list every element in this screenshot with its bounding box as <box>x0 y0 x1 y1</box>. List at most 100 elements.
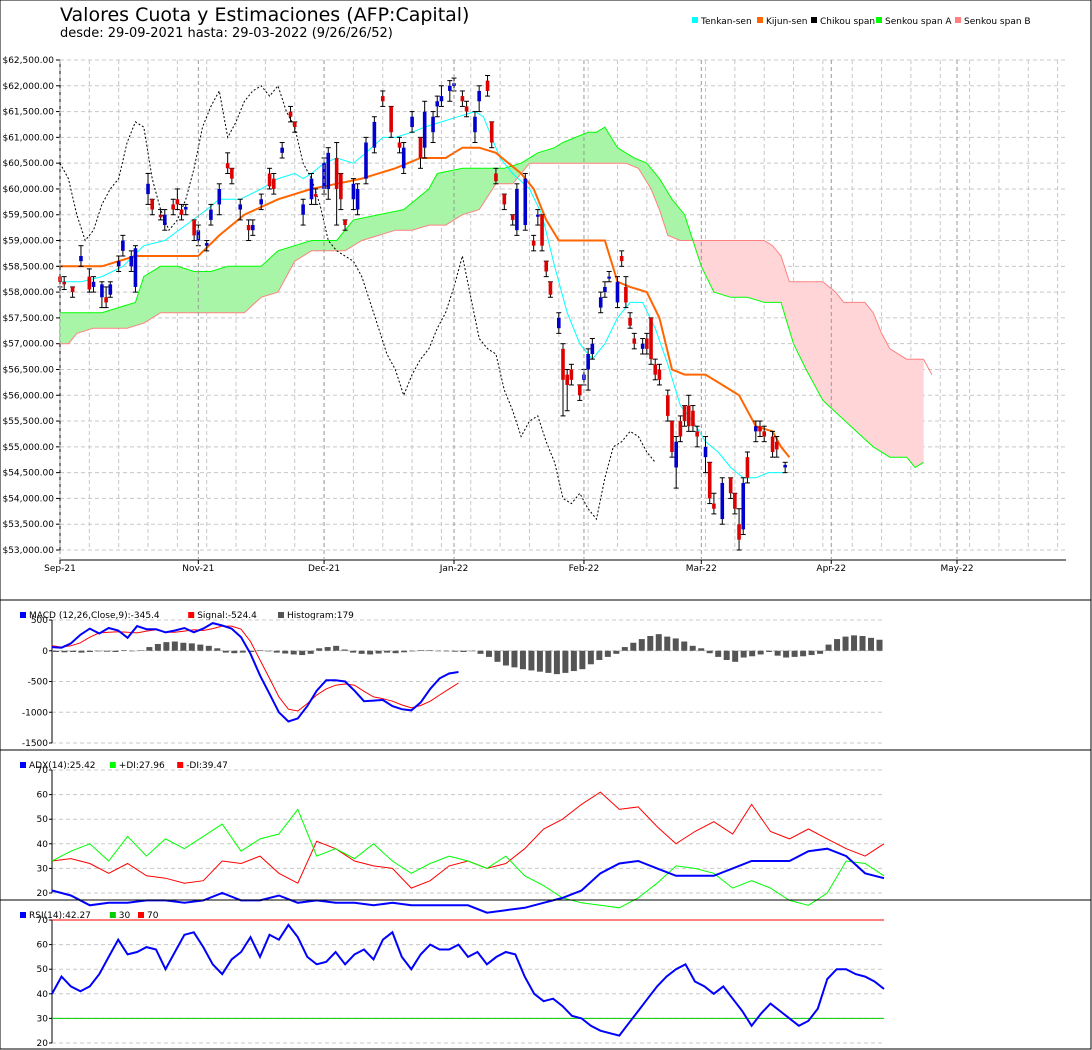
senkou-span-b-line <box>60 162 933 375</box>
macd-grid <box>51 619 884 744</box>
candle-body <box>435 101 440 107</box>
cloud-segment <box>453 168 459 221</box>
rsi-ytick-label: 60 <box>37 941 49 951</box>
legend-swatch-2 <box>811 17 817 23</box>
candle-body <box>733 493 737 509</box>
macd-histogram-bar <box>834 639 841 651</box>
candle-body <box>494 173 498 182</box>
cloud-segment <box>860 302 866 440</box>
legend-swatch-3 <box>876 17 882 23</box>
macd-histogram-bar <box>774 650 781 656</box>
cloud-segment <box>474 168 480 212</box>
macd-histogram-bar <box>307 650 314 654</box>
macd-histogram-bar <box>621 647 628 651</box>
candle-body <box>703 446 708 458</box>
candle-body <box>271 178 276 189</box>
main-ytick-label: $58,500.00 <box>2 262 54 272</box>
macd-signal-line <box>51 625 459 712</box>
candle-body <box>770 436 775 452</box>
main-ytick-label: $53,500.00 <box>2 520 54 530</box>
macd-y-axis: -1500 -1000 -500 0 500 <box>22 616 52 749</box>
macd-histogram-bar <box>316 648 323 651</box>
macd-histogram-bar <box>78 650 85 653</box>
cloud-segment <box>596 129 601 164</box>
macd-histogram-bar <box>630 642 637 651</box>
candle-body <box>489 121 494 143</box>
macd-histogram-bar <box>273 650 280 653</box>
cloud-segment <box>856 302 861 436</box>
cloud-segment <box>470 168 476 213</box>
rsi-legend-label-2: 70 <box>147 911 159 921</box>
candle-body <box>728 477 733 494</box>
candle-body <box>603 286 607 293</box>
cloud-segment <box>449 169 455 223</box>
main-ytick-label: $61,000.00 <box>2 133 54 143</box>
candle-body <box>598 297 603 308</box>
candle-body <box>246 225 251 231</box>
adx-grid <box>51 769 884 894</box>
candle-body <box>645 338 649 349</box>
cloud-segment <box>416 195 421 230</box>
adx-legend-swatch-0 <box>20 762 26 768</box>
candle-body <box>783 464 787 468</box>
candle-body <box>418 137 423 158</box>
rsi-y-axis: 20 30 40 50 60 70 <box>37 916 52 1049</box>
cloud-segment <box>768 242 773 303</box>
cloud-segment <box>143 273 149 324</box>
adx-y-axis: 20 30 40 50 60 70 <box>37 766 52 899</box>
candle-body <box>401 147 406 169</box>
candle-body <box>678 421 683 437</box>
candle-body <box>758 426 762 432</box>
candle-body <box>121 240 125 251</box>
candle-body <box>389 106 393 133</box>
candle-body <box>62 281 66 285</box>
macd-histogram-bar <box>248 650 255 652</box>
cloud-segment <box>571 136 576 164</box>
candle-body <box>548 281 553 295</box>
macd-histogram-bar <box>511 650 518 668</box>
cloud-segment <box>256 266 262 302</box>
cloud-segment <box>562 140 568 164</box>
cloud-segment <box>814 281 819 393</box>
cloud-segment <box>214 268 220 313</box>
main-x-axis: Sep-21 Nov-21 Dec-21 Jan-22 Feb-22 Mar-22 Apr-… <box>44 60 974 574</box>
cloud-segment <box>252 266 258 306</box>
candle-body <box>230 168 234 179</box>
macd-histogram-bar <box>418 650 425 651</box>
adx-ytick-label: 70 <box>37 766 49 776</box>
macd-histogram-bar <box>800 650 807 657</box>
main-ytick-label: $56,000.00 <box>2 391 54 401</box>
cloud-segment <box>122 304 128 329</box>
ichimoku-cloud <box>59 126 924 469</box>
candle-body <box>695 431 699 437</box>
main-y-axis: $53,000.00 $53,500.00 $54,000.00 $54,500.00… <box>2 56 60 556</box>
adx-ytick-label: 30 <box>37 864 49 874</box>
adx-legend-label-1: +DI:27.96 <box>119 761 165 771</box>
cloud-segment <box>118 305 124 329</box>
candle-body <box>259 199 263 205</box>
candle-body <box>628 317 632 326</box>
main-ytick-label: $59,000.00 <box>2 237 54 247</box>
cloud-segment <box>315 240 321 252</box>
cloud-segment <box>223 265 228 313</box>
macd-histogram-bar <box>180 642 187 651</box>
cloud-segment <box>818 281 824 401</box>
cloud-segment <box>131 302 136 328</box>
cloud-segment <box>147 271 153 321</box>
macd-histogram-bar <box>341 649 348 651</box>
cloud-segment <box>730 240 736 298</box>
cloud-segment <box>114 307 119 329</box>
plus-di-line <box>51 808 885 909</box>
macd-histogram-bar <box>197 644 204 651</box>
candle-body <box>670 421 674 452</box>
candle-body <box>665 395 670 416</box>
cloud-segment <box>441 171 446 226</box>
macd-histogram-bar <box>562 650 569 673</box>
cloud-segment <box>374 214 379 237</box>
candle-body <box>175 199 180 205</box>
macd-histogram-bar <box>443 650 450 652</box>
cloud-segment <box>172 266 178 313</box>
macd-legend-label-1: Signal:-524.4 <box>197 611 257 621</box>
cloud-segment <box>248 266 254 310</box>
cloud-segment <box>403 205 409 231</box>
